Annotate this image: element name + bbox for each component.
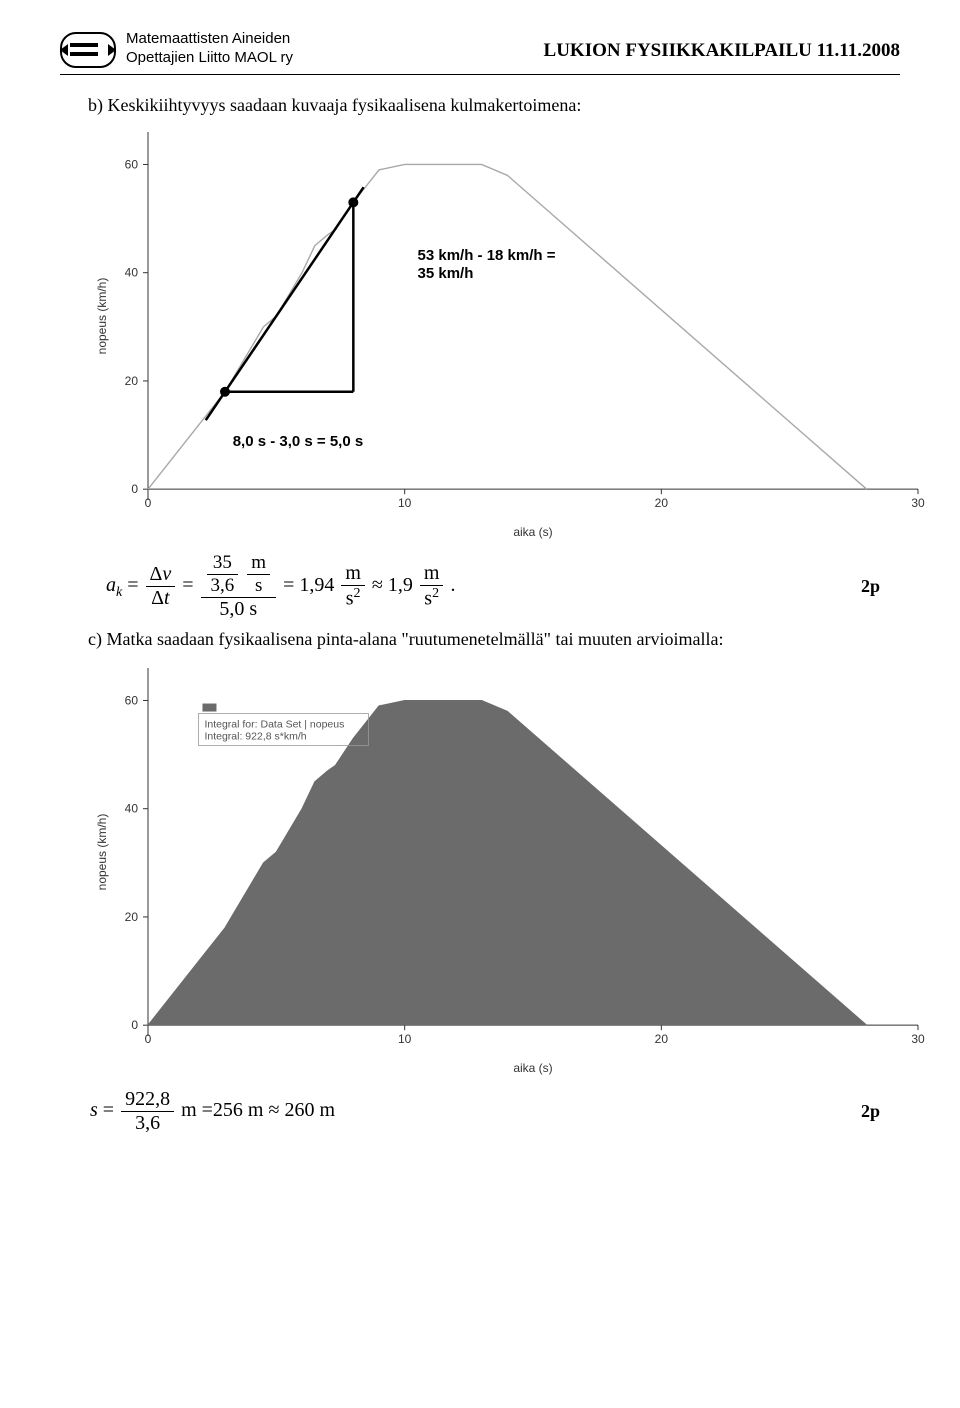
svg-text:20: 20 [655,1032,669,1046]
score-2: 2p [861,1101,880,1122]
section-c-text: c) Matka saadaan fysikaalisena pinta-ala… [88,629,900,650]
svg-text:30: 30 [911,1032,925,1046]
svg-text:30: 30 [911,496,925,510]
maol-logo-icon [60,32,116,68]
svg-text:0: 0 [145,1032,152,1046]
svg-text:10: 10 [398,1032,412,1046]
svg-text:0: 0 [145,496,152,510]
svg-text:8,0 s - 3,0 s = 5,0 s: 8,0 s - 3,0 s = 5,0 s [233,433,364,450]
svg-text:20: 20 [125,374,139,388]
svg-text:0: 0 [131,482,138,496]
equation-2-row: s = 922,83,6 m =256 m ≈ 260 m 2p [90,1088,900,1135]
svg-text:40: 40 [125,802,139,816]
page-header: Matemaattisten Aineiden Opettajien Liitt… [60,30,900,75]
svg-text:53 km/h - 18 km/h =: 53 km/h - 18 km/h = [418,247,556,264]
svg-text:60: 60 [125,157,139,171]
competition-title: LUKION FYSIIKKAKILPAILU 11.11.2008 [518,30,900,62]
svg-text:nopeus (km/h): nopeus (km/h) [95,814,109,891]
svg-text:Integral: 922,8 s*km/h: Integral: 922,8 s*km/h [204,731,306,743]
org-line-1: Matemaattisten Aineiden [126,30,290,47]
svg-text:60: 60 [125,693,139,707]
equation-2: s = 922,83,6 m =256 m ≈ 260 m [90,1088,335,1135]
svg-text:10: 10 [398,496,412,510]
org-line-2: Opettajien Liitto MAOL ry [126,49,293,66]
svg-text:40: 40 [125,266,139,280]
org-name: Matemaattisten Aineiden Opettajien Liitt… [126,30,508,68]
svg-text:35 km/h: 35 km/h [418,265,474,282]
svg-text:aika (s): aika (s) [513,1061,552,1075]
svg-text:nopeus (km/h): nopeus (km/h) [95,278,109,355]
svg-text:aika (s): aika (s) [513,525,552,539]
chart-2-speed-time-area: 01020300204060aika (s)nopeus (km/h)Integ… [88,658,900,1078]
score-1: 2p [861,576,880,597]
svg-text:0: 0 [131,1018,138,1032]
equation-1: ak = ΔvΔt = 353,6 ms 5,0 s = 1,94 ms2 ≈ … [106,552,455,621]
svg-text:Integral for: Data Set | nopeu: Integral for: Data Set | nopeus [204,719,344,731]
equation-1-row: ak = ΔvΔt = 353,6 ms 5,0 s = 1,94 ms2 ≈ … [106,552,900,621]
chart-1-speed-time: 01020300204060aika (s)nopeus (km/h)53 km… [88,122,900,542]
section-b-text: b) Keskikiihtyvyys saadaan kuvaaja fysik… [88,95,900,116]
svg-text:20: 20 [655,496,669,510]
svg-text:20: 20 [125,910,139,924]
